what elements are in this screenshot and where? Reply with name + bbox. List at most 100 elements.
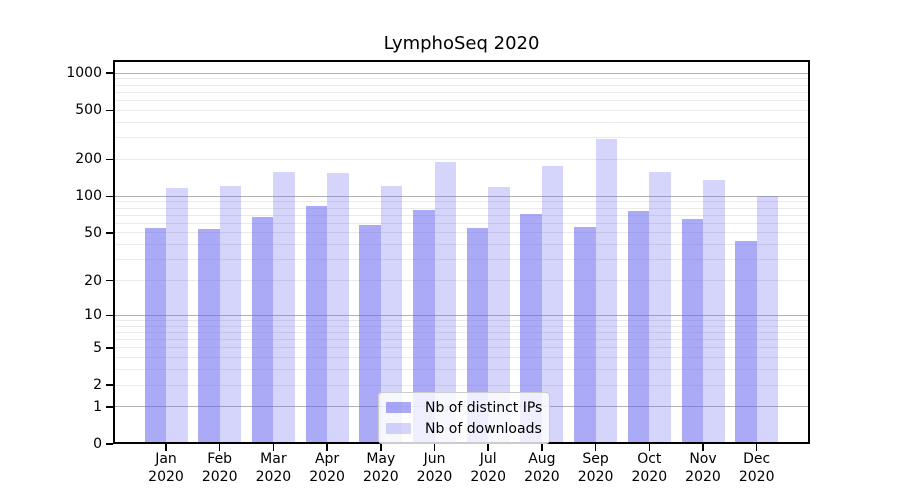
y-tick-20: [106, 279, 113, 282]
bar-ips-jan: [144, 227, 166, 444]
y-tick-200: [106, 158, 113, 161]
gridline-minor-30: [113, 259, 810, 261]
x-tick-label-jan: Jan 2020: [148, 451, 184, 485]
y-tick-label-5: 5: [93, 339, 102, 356]
y-tick-10: [106, 314, 113, 317]
gridline-minor-6: [113, 339, 810, 341]
y-tick-5: [106, 347, 113, 349]
x-tick-oct: [648, 444, 651, 451]
y-tick-50: [106, 232, 113, 234]
y-tick-label-2: 2: [93, 377, 102, 394]
axis-spine-right: [808, 60, 810, 444]
gridline-minor-3: [113, 369, 810, 371]
bar-ips-oct: [627, 210, 650, 444]
y-tick-label-20: 20: [84, 272, 102, 289]
bar-downloads-nov: [703, 179, 725, 444]
bar-downloads-oct: [649, 171, 671, 444]
bar-ips-feb: [198, 228, 220, 444]
gridline-minor-200: [113, 158, 810, 160]
bar-ips-may: [359, 225, 381, 444]
x-tick-label-aug: Aug 2020: [524, 451, 560, 485]
plot-area: [113, 60, 810, 444]
bar-downloads-jun: [434, 161, 456, 444]
y-tick-1000: [106, 72, 113, 74]
y-tick-label-10: 10: [84, 307, 102, 324]
x-tick-jun: [433, 444, 436, 451]
x-tick-label-mar: Mar 2020: [255, 451, 292, 485]
y-tick-2: [106, 384, 113, 386]
y-tick-0: [106, 443, 113, 445]
y-tick-1: [106, 405, 113, 408]
x-tick-label-jul: Jul 2020: [470, 451, 506, 485]
bar-downloads-dec: [756, 196, 779, 444]
gridline-minor-80: [113, 207, 810, 209]
y-tick-label-200: 200: [75, 151, 102, 168]
gridline-minor-60: [113, 222, 810, 224]
gridline-minor-500: [113, 109, 810, 111]
legend-item-distinct-ips: Nb of distinct IPs: [386, 398, 542, 417]
legend-label-distinct-ips: Nb of distinct IPs: [425, 399, 543, 416]
gridline-minor-70: [113, 214, 810, 216]
bar-ips-mar: [251, 216, 274, 444]
gridline-minor-5: [113, 347, 810, 349]
x-tick-label-dec: Dec 2020: [738, 451, 775, 485]
y-tick-label-50: 50: [84, 224, 102, 241]
bar-ips-jun: [413, 210, 435, 444]
bar-downloads-jul: [488, 187, 510, 444]
gridline-minor-50: [113, 232, 810, 234]
y-tick-label-1: 1: [93, 398, 102, 415]
legend-swatch-downloads: [386, 423, 411, 434]
x-tick-aug: [541, 444, 543, 451]
x-tick-feb: [218, 444, 221, 451]
gridline-minor-40: [113, 244, 810, 246]
y-tick-label-1000: 1000: [66, 65, 102, 82]
x-tick-mar: [272, 444, 275, 451]
x-tick-jul: [487, 444, 489, 451]
gridline-minor-20: [113, 280, 810, 282]
x-tick-nov: [702, 444, 704, 451]
x-tick-label-sep: Sep 2020: [577, 451, 614, 485]
gridline-minor-90: [113, 201, 810, 203]
bar-ips-jul: [466, 227, 489, 444]
y-tick-label-100: 100: [75, 188, 102, 205]
bar-downloads-sep: [595, 138, 618, 444]
x-tick-label-apr: Apr 2020: [309, 451, 345, 485]
axis-spine-left: [113, 60, 115, 444]
x-tick-may: [380, 444, 382, 451]
bar-downloads-apr: [327, 172, 349, 444]
bar-ips-dec: [735, 240, 757, 444]
y-tick-label-0: 0: [93, 436, 102, 452]
bar-downloads-feb: [219, 185, 242, 444]
chart-title: LymphoSeq 2020: [383, 33, 540, 54]
gridline-minor-9: [113, 319, 810, 321]
y-tick-500: [106, 109, 113, 112]
gridline-major-100: [113, 195, 810, 197]
gridline-minor-600: [113, 100, 810, 102]
x-tick-jan: [165, 444, 167, 451]
gridline-minor-8: [113, 325, 810, 327]
x-tick-label-may: May 2020: [362, 451, 399, 485]
gridline-minor-900: [113, 78, 810, 80]
x-tick-dec: [755, 444, 758, 451]
gridline-minor-800: [113, 84, 810, 86]
gridline-major-10: [113, 314, 810, 316]
gridline-minor-400: [113, 121, 810, 123]
gridline-minor-700: [113, 91, 810, 93]
axis-spine-top: [113, 60, 810, 62]
x-tick-label-oct: Oct 2020: [631, 451, 668, 485]
bar-downloads-aug: [541, 165, 564, 444]
legend: Nb of distinct IPs Nb of downloads: [378, 392, 551, 444]
gridline-minor-300: [113, 137, 810, 139]
bar-ips-nov: [681, 219, 703, 444]
x-tick-sep: [594, 444, 597, 451]
bar-ips-aug: [520, 213, 542, 444]
gridline-minor-4: [113, 357, 810, 359]
x-tick-label-nov: Nov 2020: [685, 451, 721, 485]
bar-downloads-may: [380, 186, 403, 444]
x-tick-label-feb: Feb 2020: [201, 451, 238, 485]
legend-swatch-distinct-ips: [386, 402, 411, 413]
gridline-major-1000: [113, 72, 810, 74]
legend-label-downloads: Nb of downloads: [425, 420, 542, 437]
x-tick-apr: [326, 444, 328, 451]
